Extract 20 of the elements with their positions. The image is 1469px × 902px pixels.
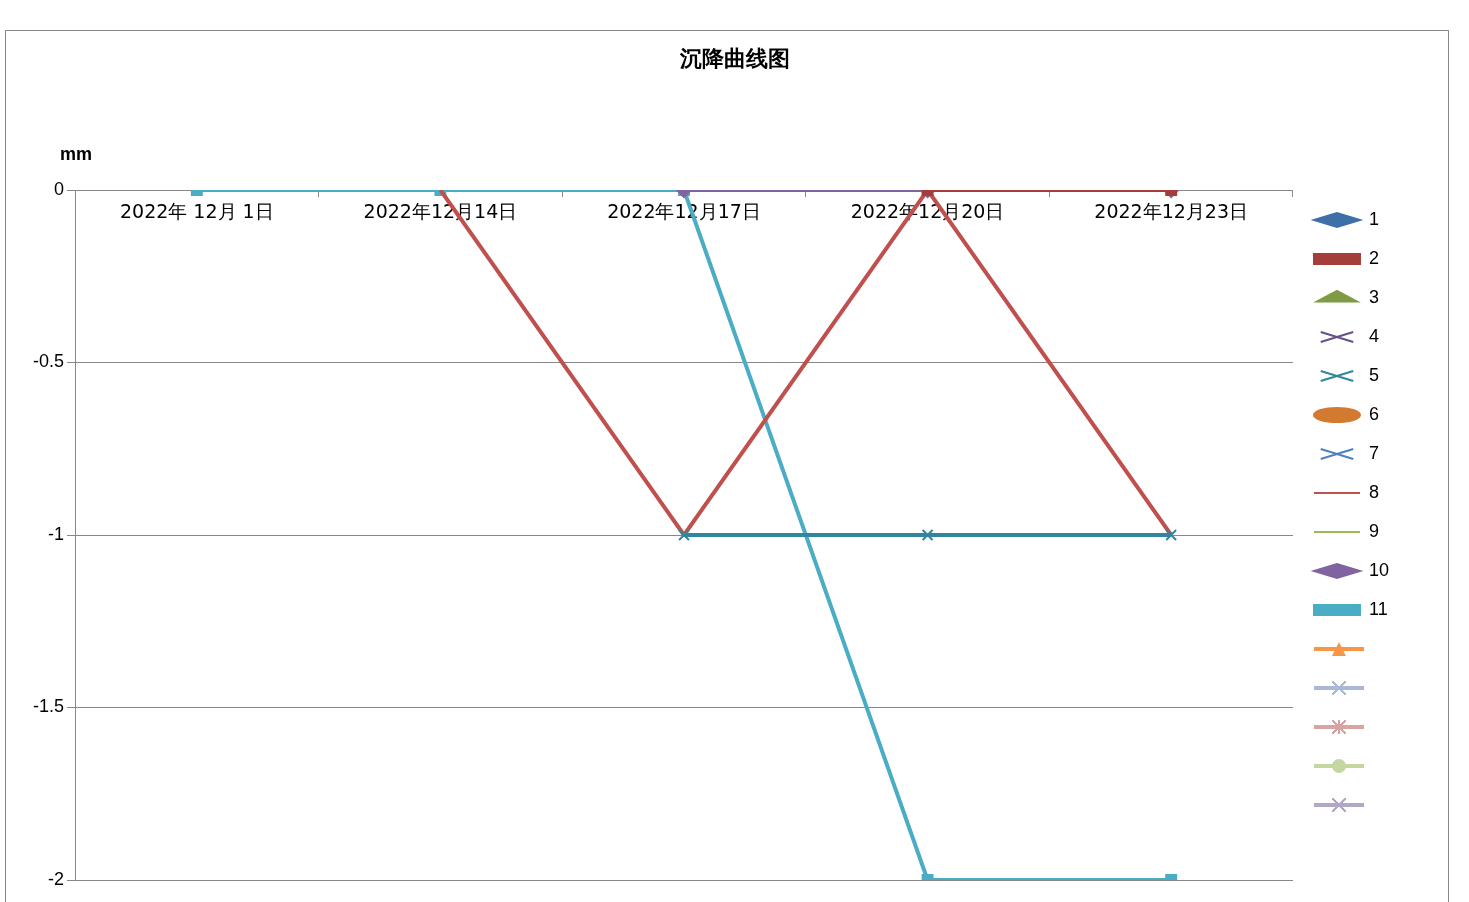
legend-label: 7 — [1368, 442, 1379, 463]
y-tick-label: -2 — [48, 868, 65, 889]
y-tick-label: 0 — [54, 178, 65, 199]
legend-label: 11 — [1368, 598, 1388, 619]
chart-title: 沉降曲线图 — [678, 44, 791, 73]
legend-label: 10 — [1368, 559, 1390, 580]
legend-label: 9 — [1368, 520, 1379, 541]
y-tick-label: -1 — [48, 523, 65, 544]
x-tick-label: 2022年 12月 1日 — [119, 200, 274, 223]
legend-label: 6 — [1368, 403, 1379, 424]
y-tick-label: -0.5 — [32, 351, 65, 372]
x-tick-label: 2022年12月23日 — [1094, 200, 1249, 223]
legend-label: 2 — [1368, 247, 1379, 268]
legend-label: 3 — [1368, 286, 1379, 307]
legend-label: 4 — [1368, 325, 1379, 346]
y-tick-label: -1.5 — [32, 696, 65, 717]
legend-label: 5 — [1368, 364, 1379, 385]
legend-label: 1 — [1368, 208, 1379, 229]
legend-label: 8 — [1368, 481, 1379, 502]
y-axis-title: mm — [60, 144, 93, 165]
